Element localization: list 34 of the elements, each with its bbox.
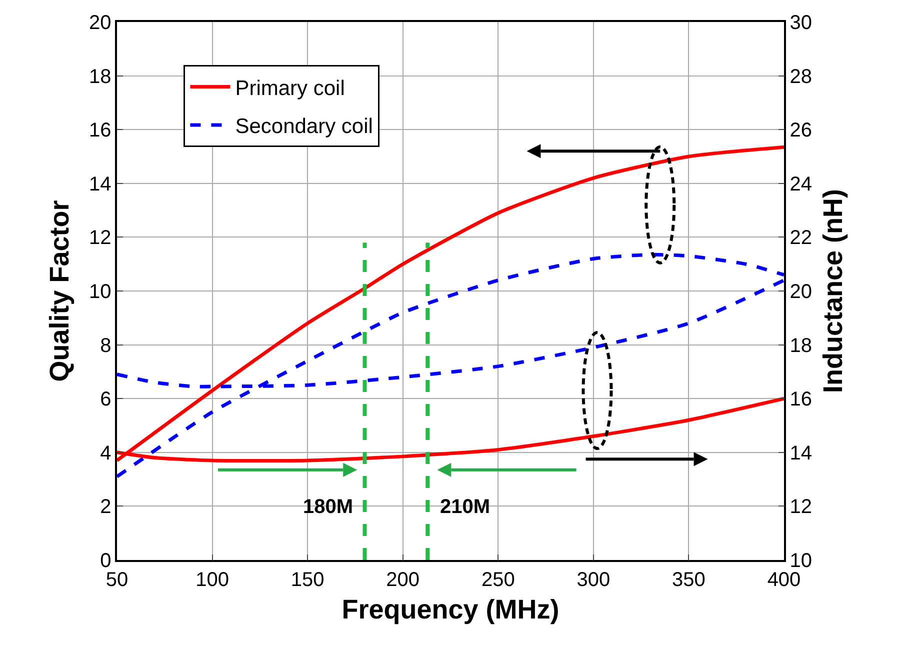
x-tick-label: 350 bbox=[672, 568, 706, 591]
y2-tick-label: 16 bbox=[790, 388, 812, 411]
y2-tick-label: 28 bbox=[790, 66, 812, 88]
x-tick-label: 100 bbox=[196, 568, 229, 591]
y-tick-label: 18 bbox=[89, 66, 112, 88]
y2-tick-label: 12 bbox=[790, 496, 812, 518]
y-axis-title: Quality Factor bbox=[44, 200, 75, 382]
legend-label: Secondary coil bbox=[235, 115, 373, 138]
y-tick-label: 20 bbox=[89, 12, 112, 34]
y-tick-label: 4 bbox=[100, 442, 112, 464]
y2-axis-title: Inductance (nH) bbox=[818, 188, 848, 394]
y-tick-label: 6 bbox=[100, 388, 112, 411]
y2-tick-label: 22 bbox=[790, 227, 812, 250]
y-tick-label: 16 bbox=[89, 120, 112, 142]
y-tick-label: 8 bbox=[100, 334, 112, 357]
y2-tick-label: 26 bbox=[790, 120, 812, 142]
y2-tick-label: 14 bbox=[790, 442, 812, 464]
y-tick-label: 2 bbox=[100, 496, 112, 518]
y-tick-label: 10 bbox=[89, 281, 112, 303]
x-axis-title: Frequency (MHz) bbox=[342, 594, 560, 625]
y-tick-label: 14 bbox=[89, 173, 112, 196]
y2-tick-label: 18 bbox=[790, 334, 812, 357]
x-tick-label: 150 bbox=[290, 568, 324, 591]
y2-tick-label: 20 bbox=[790, 281, 812, 303]
x-tick-label: 300 bbox=[576, 568, 610, 591]
x-tick-label: 200 bbox=[386, 568, 420, 591]
legend-label: Primary coil bbox=[235, 76, 345, 100]
line-series bbox=[117, 252, 784, 478]
x-tick-label: 250 bbox=[481, 568, 515, 591]
y2-tick-label: 24 bbox=[790, 173, 812, 196]
ref-line-label: 180M bbox=[303, 496, 354, 518]
y2-tick-label: 30 bbox=[790, 12, 812, 34]
ref-line-label: 210M bbox=[440, 496, 490, 518]
y-tick-label: 12 bbox=[89, 227, 112, 250]
